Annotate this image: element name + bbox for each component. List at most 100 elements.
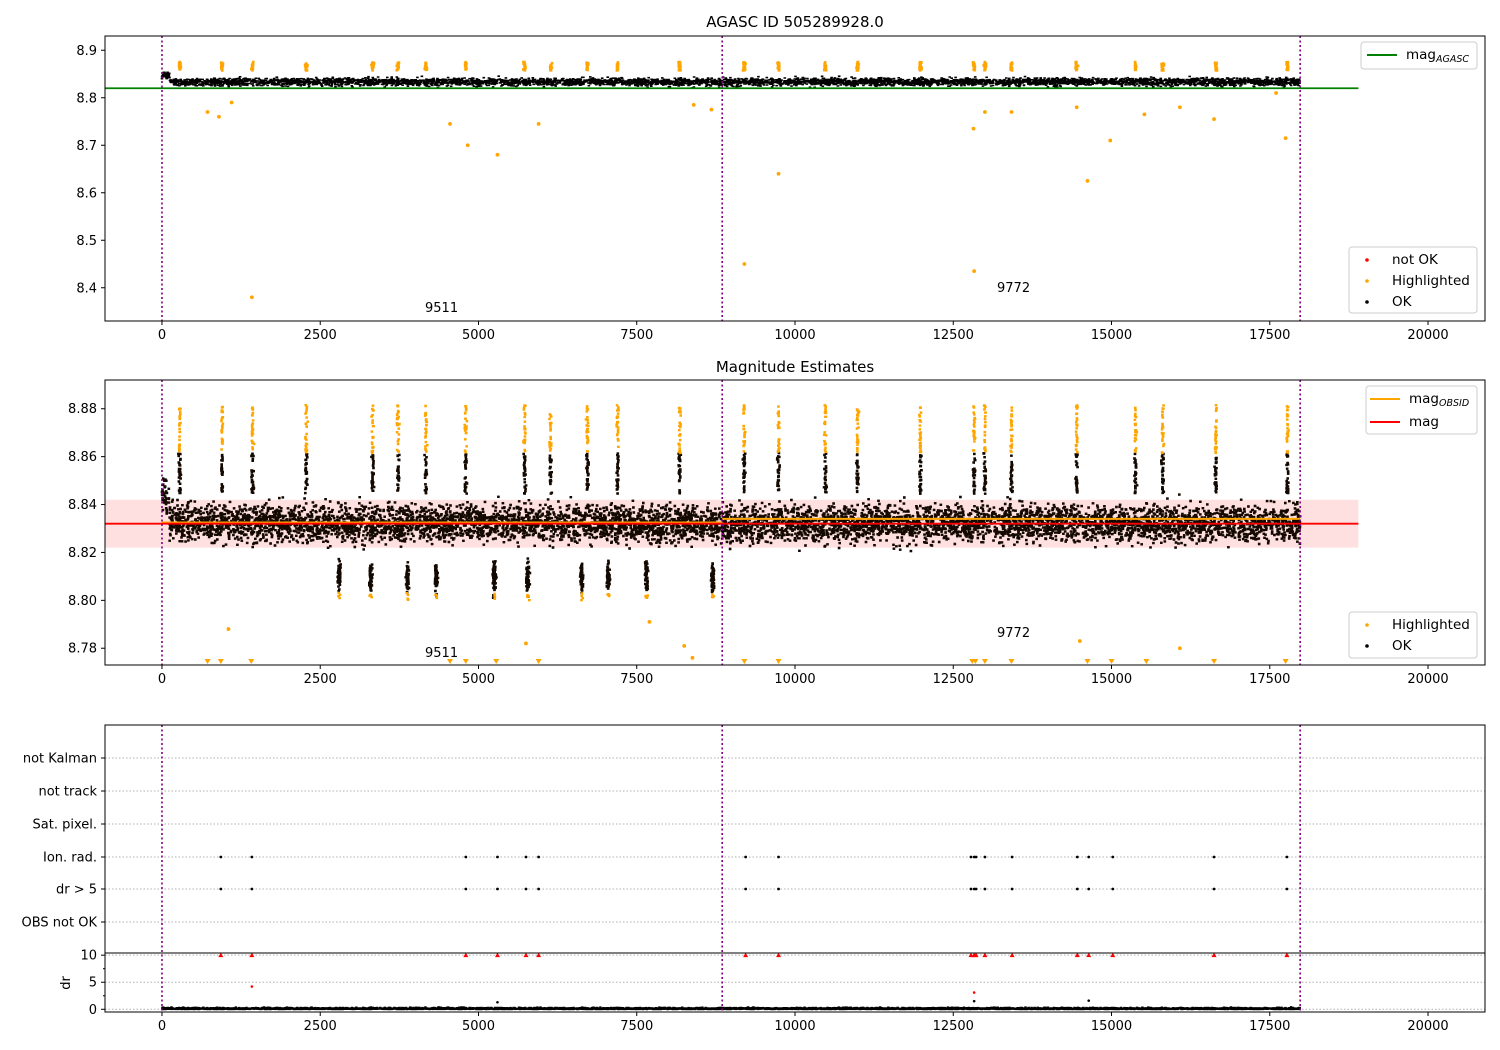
legend-not-ok-label: not OK (1392, 252, 1439, 268)
dr-clipped-marker (523, 952, 529, 958)
flag-row-label: not Kalman (23, 752, 97, 767)
middle-xtick-label: 17500 (1249, 672, 1290, 687)
flag-point (524, 855, 528, 859)
flag-point (250, 887, 254, 891)
flag-point (1010, 887, 1014, 891)
middle-highlighted-outlier (1177, 646, 1182, 651)
top-highlighted-outlier (972, 269, 977, 274)
panel-magnitude-estimates: Magnitude Estimates 0 2500 5000 7500 10000 12… (68, 358, 1486, 687)
top-highlight-clusters (177, 60, 1290, 72)
top-ytick-label: 8.7 (76, 139, 97, 154)
middle-highlighted-outlier (226, 627, 231, 631)
top-ytick-label: 8.6 (76, 186, 97, 201)
top-highlighted-outlier (217, 114, 221, 119)
legend-mag-agasc-label: magAGASC (1406, 47, 1469, 65)
middle-legend-points: Highlighted OK (1348, 611, 1478, 659)
top-ytick-label: 8.4 (76, 281, 97, 296)
top-scatter-points (160, 60, 1301, 300)
middle-below-range-marker (1008, 659, 1015, 664)
flag-row-labels: not Kalman not track Sat. pixel. Ion. rad. d… (22, 752, 105, 931)
legend-not-ok-marker (1365, 258, 1369, 262)
legend-highlighted-label: Highlighted (1392, 273, 1470, 289)
dr-clipped-marker (249, 952, 255, 958)
dr-outlier (972, 991, 976, 994)
flag-point (1111, 887, 1115, 891)
legend-mag-label: mag (1409, 414, 1439, 430)
middle-axes: 0 2500 5000 7500 10000 12500 15000 17500 20000 8.… (68, 402, 1449, 687)
dr-xtick-label: 0 (158, 1019, 166, 1034)
dr-points-main (161, 1006, 1301, 1011)
bottom-plot-frame (104, 724, 1486, 1013)
legend-highlighted-marker (1365, 279, 1369, 283)
top-highlighted-outlier (983, 110, 987, 114)
dr-xtick-label: 5000 (462, 1019, 495, 1034)
top-highlighted-outlier (536, 121, 541, 126)
top-annotation-9772: 9772 (997, 281, 1030, 296)
middle-overlay (105, 380, 1359, 665)
dr-clipped-marker (982, 952, 988, 958)
flag-point (974, 887, 978, 891)
middle-xtick-label: 12500 (933, 672, 974, 687)
flag-row-label: OBS not OK (22, 916, 98, 931)
middle-ytick-label: 8.80 (68, 594, 97, 609)
top-legend-points-box (1348, 246, 1478, 314)
middle-highlighted-outlier (682, 643, 687, 648)
middle-ytick-label: 8.86 (68, 450, 97, 465)
dr-clipped-marker (1284, 952, 1290, 958)
dr-axes: 0 5 10 0 2500 5000 7500 10000 12500 15000 17500 200… (80, 949, 1448, 1034)
dr-xtick-label: 12500 (933, 1019, 974, 1034)
middle-ytick-label: 8.84 (68, 498, 97, 513)
middle-xtick-label: 7500 (620, 672, 653, 687)
middle-legend-highlighted-label: Highlighted (1392, 617, 1470, 633)
top-highlighted-outlier (1142, 112, 1147, 117)
middle-ytick-label: 8.88 (68, 402, 97, 417)
top-highlighted-outlier (1085, 178, 1090, 183)
middle-below-range-marker (1084, 659, 1091, 664)
middle-scatter-points (160, 404, 1302, 664)
dr-clipped-marker (536, 952, 542, 958)
flag-row-label: Sat. pixel. (33, 818, 97, 833)
legend-ok-marker (1365, 300, 1369, 304)
middle-ytick-label: 8.82 (68, 546, 97, 561)
middle-annotation-9772: 9772 (997, 626, 1030, 641)
middle-legend-ok-label: OK (1392, 638, 1413, 654)
dr-clipped-marker (1074, 952, 1080, 958)
middle-below-range-marker (972, 659, 979, 664)
top-ytick-label: 8.9 (76, 44, 97, 59)
dr-points (161, 952, 1301, 1011)
middle-below-range-marker (741, 659, 748, 664)
middle-below-range-marker (1282, 659, 1289, 664)
flag-point (1087, 887, 1091, 891)
flag-point (1285, 855, 1289, 859)
dr-clipped-marker (1086, 952, 1092, 958)
flag-point (744, 887, 748, 891)
legend-ok-label: OK (1392, 294, 1413, 310)
top-highlighted-outlier (1274, 91, 1279, 95)
dr-xtick-label: 7500 (620, 1019, 653, 1034)
flag-grid (105, 757, 1485, 923)
middle-highlighted-outlier (690, 655, 695, 660)
dr-clipped-marker (1211, 952, 1217, 958)
flag-point (219, 855, 223, 859)
middle-below-range-marker (462, 659, 469, 664)
middle-below-range-marker (981, 659, 988, 664)
top-highlighted-outlier (465, 143, 470, 148)
top-highlighted-outlier (249, 295, 254, 300)
top-xtick-label: 2500 (304, 328, 337, 343)
flag-point (1010, 855, 1014, 859)
flag-point (744, 855, 748, 859)
middle-ok-points-overlay (160, 451, 1302, 599)
flag-point (1111, 855, 1115, 859)
dr-xtick-label: 17500 (1249, 1019, 1290, 1034)
top-xtick-label: 7500 (620, 328, 653, 343)
dr-clipped-marker (218, 952, 224, 958)
panel-agasc-mag: AGASC ID 505289928.0 0 2500 5000 7500 10000 1… (76, 13, 1486, 343)
flag-point (524, 887, 528, 891)
flag-point (969, 855, 973, 859)
middle-legend-ok-marker (1365, 644, 1369, 648)
legend-mag-obsid-label: magOBSID (1409, 391, 1469, 409)
top-xtick-label: 15000 (1091, 328, 1132, 343)
flag-point (1212, 887, 1216, 891)
middle-ok-points (160, 451, 1302, 599)
top-xtick-label: 12500 (933, 328, 974, 343)
